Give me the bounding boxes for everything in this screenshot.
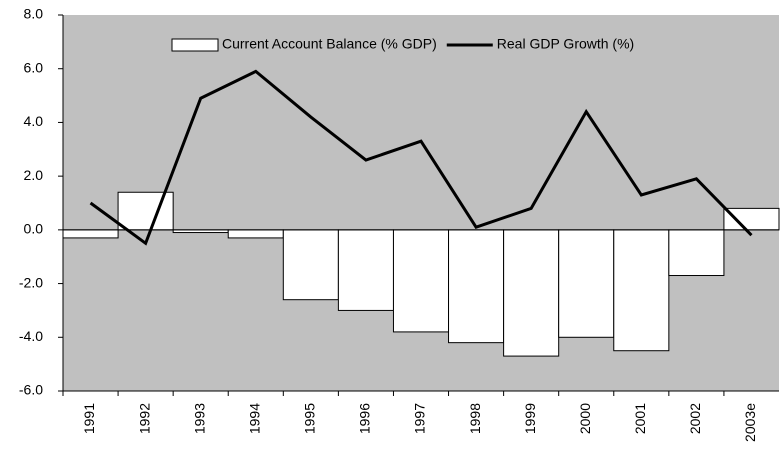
x-tick-label: 1997: [412, 403, 428, 434]
bar: [392, 229, 450, 333]
y-tick-label: 4.0: [24, 113, 44, 129]
bar: [117, 191, 174, 231]
bar: [62, 229, 119, 239]
y-tick-label: 8.0: [24, 6, 44, 22]
y-tick-label: 2.0: [24, 167, 44, 183]
legend-swatch: [171, 38, 219, 52]
x-tick-label: 1994: [246, 403, 262, 434]
x-tick-label: 1991: [81, 403, 97, 434]
bar: [337, 229, 394, 311]
x-tick-label: 1992: [136, 403, 152, 434]
bar: [723, 207, 780, 231]
bar: [227, 229, 284, 239]
y-tick-label: -6.0: [19, 382, 43, 398]
y-tick-label: 0.0: [24, 221, 44, 237]
x-tick-label: 1993: [191, 403, 207, 434]
y-tick-label: 6.0: [24, 59, 44, 75]
legend-label: Current Account Balance (% GDP): [222, 36, 437, 52]
bar: [558, 229, 615, 338]
x-tick-label: 1995: [302, 403, 318, 434]
bar: [282, 229, 339, 301]
x-tick-label: 2000: [577, 403, 593, 434]
x-tick-label: 1998: [467, 403, 483, 434]
x-tick-label: 2003e: [742, 403, 758, 442]
x-tick-label: 2001: [632, 403, 648, 434]
line: [89, 69, 753, 246]
x-tick-label: 1996: [357, 403, 373, 434]
x-tick-label: 2002: [687, 403, 703, 434]
y-tick-label: -4.0: [19, 328, 43, 344]
y-tick-label: -2.0: [19, 274, 43, 290]
bar: [503, 229, 560, 357]
bar: [668, 229, 725, 277]
bar: [448, 229, 505, 344]
bar: [613, 229, 670, 352]
x-tick-label: 1999: [522, 403, 538, 434]
legend-label: Real GDP Growth (%): [497, 36, 634, 52]
